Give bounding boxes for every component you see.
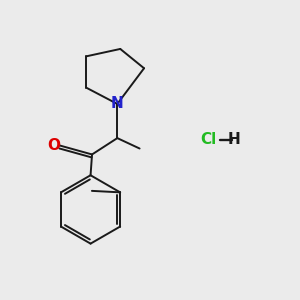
Text: O: O (47, 138, 60, 153)
Text: Cl: Cl (200, 132, 216, 147)
Text: H: H (228, 132, 241, 147)
Text: N: N (111, 96, 124, 111)
